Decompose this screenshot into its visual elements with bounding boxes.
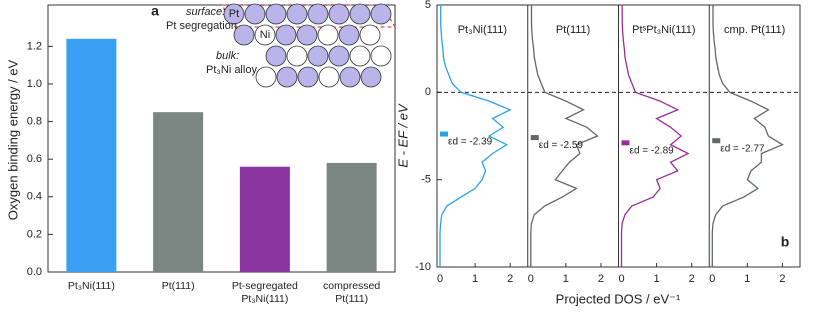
- atom: [339, 66, 361, 88]
- bar: [153, 112, 204, 272]
- y-tick-label: -10: [415, 261, 431, 273]
- legend-entry: PtˢPt₃Ni(111): [632, 24, 695, 36]
- x-tick-label: 1: [654, 273, 660, 285]
- atom: [317, 24, 339, 46]
- atom: [349, 45, 371, 67]
- y-tick-label: -5: [421, 174, 431, 186]
- y-tick-label: 0.4: [27, 191, 42, 203]
- d-band-center-label: εd = -2.89: [630, 145, 675, 156]
- atom: [286, 45, 308, 67]
- atom: [275, 24, 297, 46]
- surface-outline: [221, 4, 396, 28]
- bar: [326, 162, 377, 272]
- y-tick-label: 5: [425, 0, 431, 11]
- atom: [297, 66, 319, 88]
- x-tick-label: 1: [563, 273, 569, 285]
- d-band-center: [440, 131, 448, 137]
- y-tick-label: 0: [425, 86, 431, 98]
- legend-entry: Pt(111): [556, 24, 590, 36]
- x-tick-label: 2: [689, 273, 695, 285]
- x-tick-label: 0: [709, 273, 715, 285]
- dos-curve: [711, 5, 784, 267]
- atom: [255, 66, 277, 88]
- y-axis-label: Oxygen binding energy / eV: [5, 59, 20, 220]
- x-tick-label: 0: [618, 273, 624, 285]
- atom: [265, 45, 287, 67]
- dos-curve: [530, 5, 599, 267]
- atom: [359, 24, 381, 46]
- y-tick-label: 1.2: [27, 40, 42, 52]
- inset-text: Pt₃Ni alloy: [206, 64, 257, 76]
- atom: [318, 66, 340, 88]
- x-tick-label: compressed Pt(111): [323, 280, 380, 305]
- bar: [239, 166, 290, 272]
- y-tick-label: 0.6: [27, 153, 42, 165]
- panel-label: a: [151, 3, 159, 19]
- atom-label: Ni: [260, 29, 270, 41]
- atom: [265, 3, 287, 25]
- x-tick-label: 2: [507, 273, 513, 285]
- atom: [307, 3, 329, 25]
- inset-lattice: Pt Ni surface: Pt segregation bulk: Pt₃Ni…: [166, 3, 396, 88]
- y-axis-label: E - EF / eV: [395, 103, 410, 168]
- inset-text: bulk:: [216, 50, 239, 62]
- x-tick-label: Pt(111): [162, 280, 195, 292]
- d-band-center-label: εd = -2.39: [448, 137, 493, 148]
- legend-entry: Pt₃Ni(111): [458, 24, 507, 36]
- x-tick-label: Pt₃Ni(111): [68, 280, 115, 292]
- y-tick-label: 1.0: [27, 78, 42, 90]
- atom: [286, 3, 308, 25]
- x-tick-label: 1: [744, 273, 750, 285]
- d-band-center: [530, 135, 539, 141]
- d-band-center-label: εd = -2.59: [539, 140, 584, 151]
- bar: [66, 38, 117, 273]
- inset-text: surface:: [186, 6, 225, 18]
- panel-label: b: [781, 234, 790, 250]
- d-band-center: [712, 138, 721, 144]
- y-tick-label: 0.0: [27, 266, 42, 278]
- y-tick-label: 0.2: [27, 228, 42, 240]
- x-tick-label: 2: [779, 273, 785, 285]
- dos-curve: [439, 5, 512, 267]
- x-axis-label: Projected DOS / eV⁻¹: [556, 291, 681, 306]
- atom: [338, 24, 360, 46]
- atom: [370, 3, 392, 25]
- atom: [244, 3, 266, 25]
- x-tick-label: 0: [528, 273, 534, 285]
- x-tick-label: Pt-segregated Pt₃Ni(111): [232, 280, 298, 305]
- dos-curve: [620, 5, 690, 267]
- inset-text: Pt segregation: [166, 20, 237, 32]
- legend-entry: cmp. Pt(111): [724, 24, 785, 36]
- atom: [328, 3, 350, 25]
- d-band-center: [621, 140, 630, 146]
- atom: [349, 3, 371, 25]
- atom: [254, 24, 276, 46]
- atom: [328, 45, 350, 67]
- d-band-center-label: εd = -2.77: [720, 143, 765, 154]
- atom: [276, 66, 298, 88]
- atom-label: Pt: [229, 8, 239, 20]
- x-tick-label: 2: [598, 273, 604, 285]
- x-tick-label: 1: [472, 273, 478, 285]
- atom: [223, 3, 245, 25]
- atom: [296, 24, 318, 46]
- x-tick-label: 0: [437, 273, 443, 285]
- atom: [307, 45, 329, 67]
- atom: [370, 45, 392, 67]
- y-tick-label: 0.8: [27, 115, 42, 127]
- atom: [360, 66, 382, 88]
- lattice: Pt Ni: [223, 3, 392, 88]
- atom: [233, 24, 255, 46]
